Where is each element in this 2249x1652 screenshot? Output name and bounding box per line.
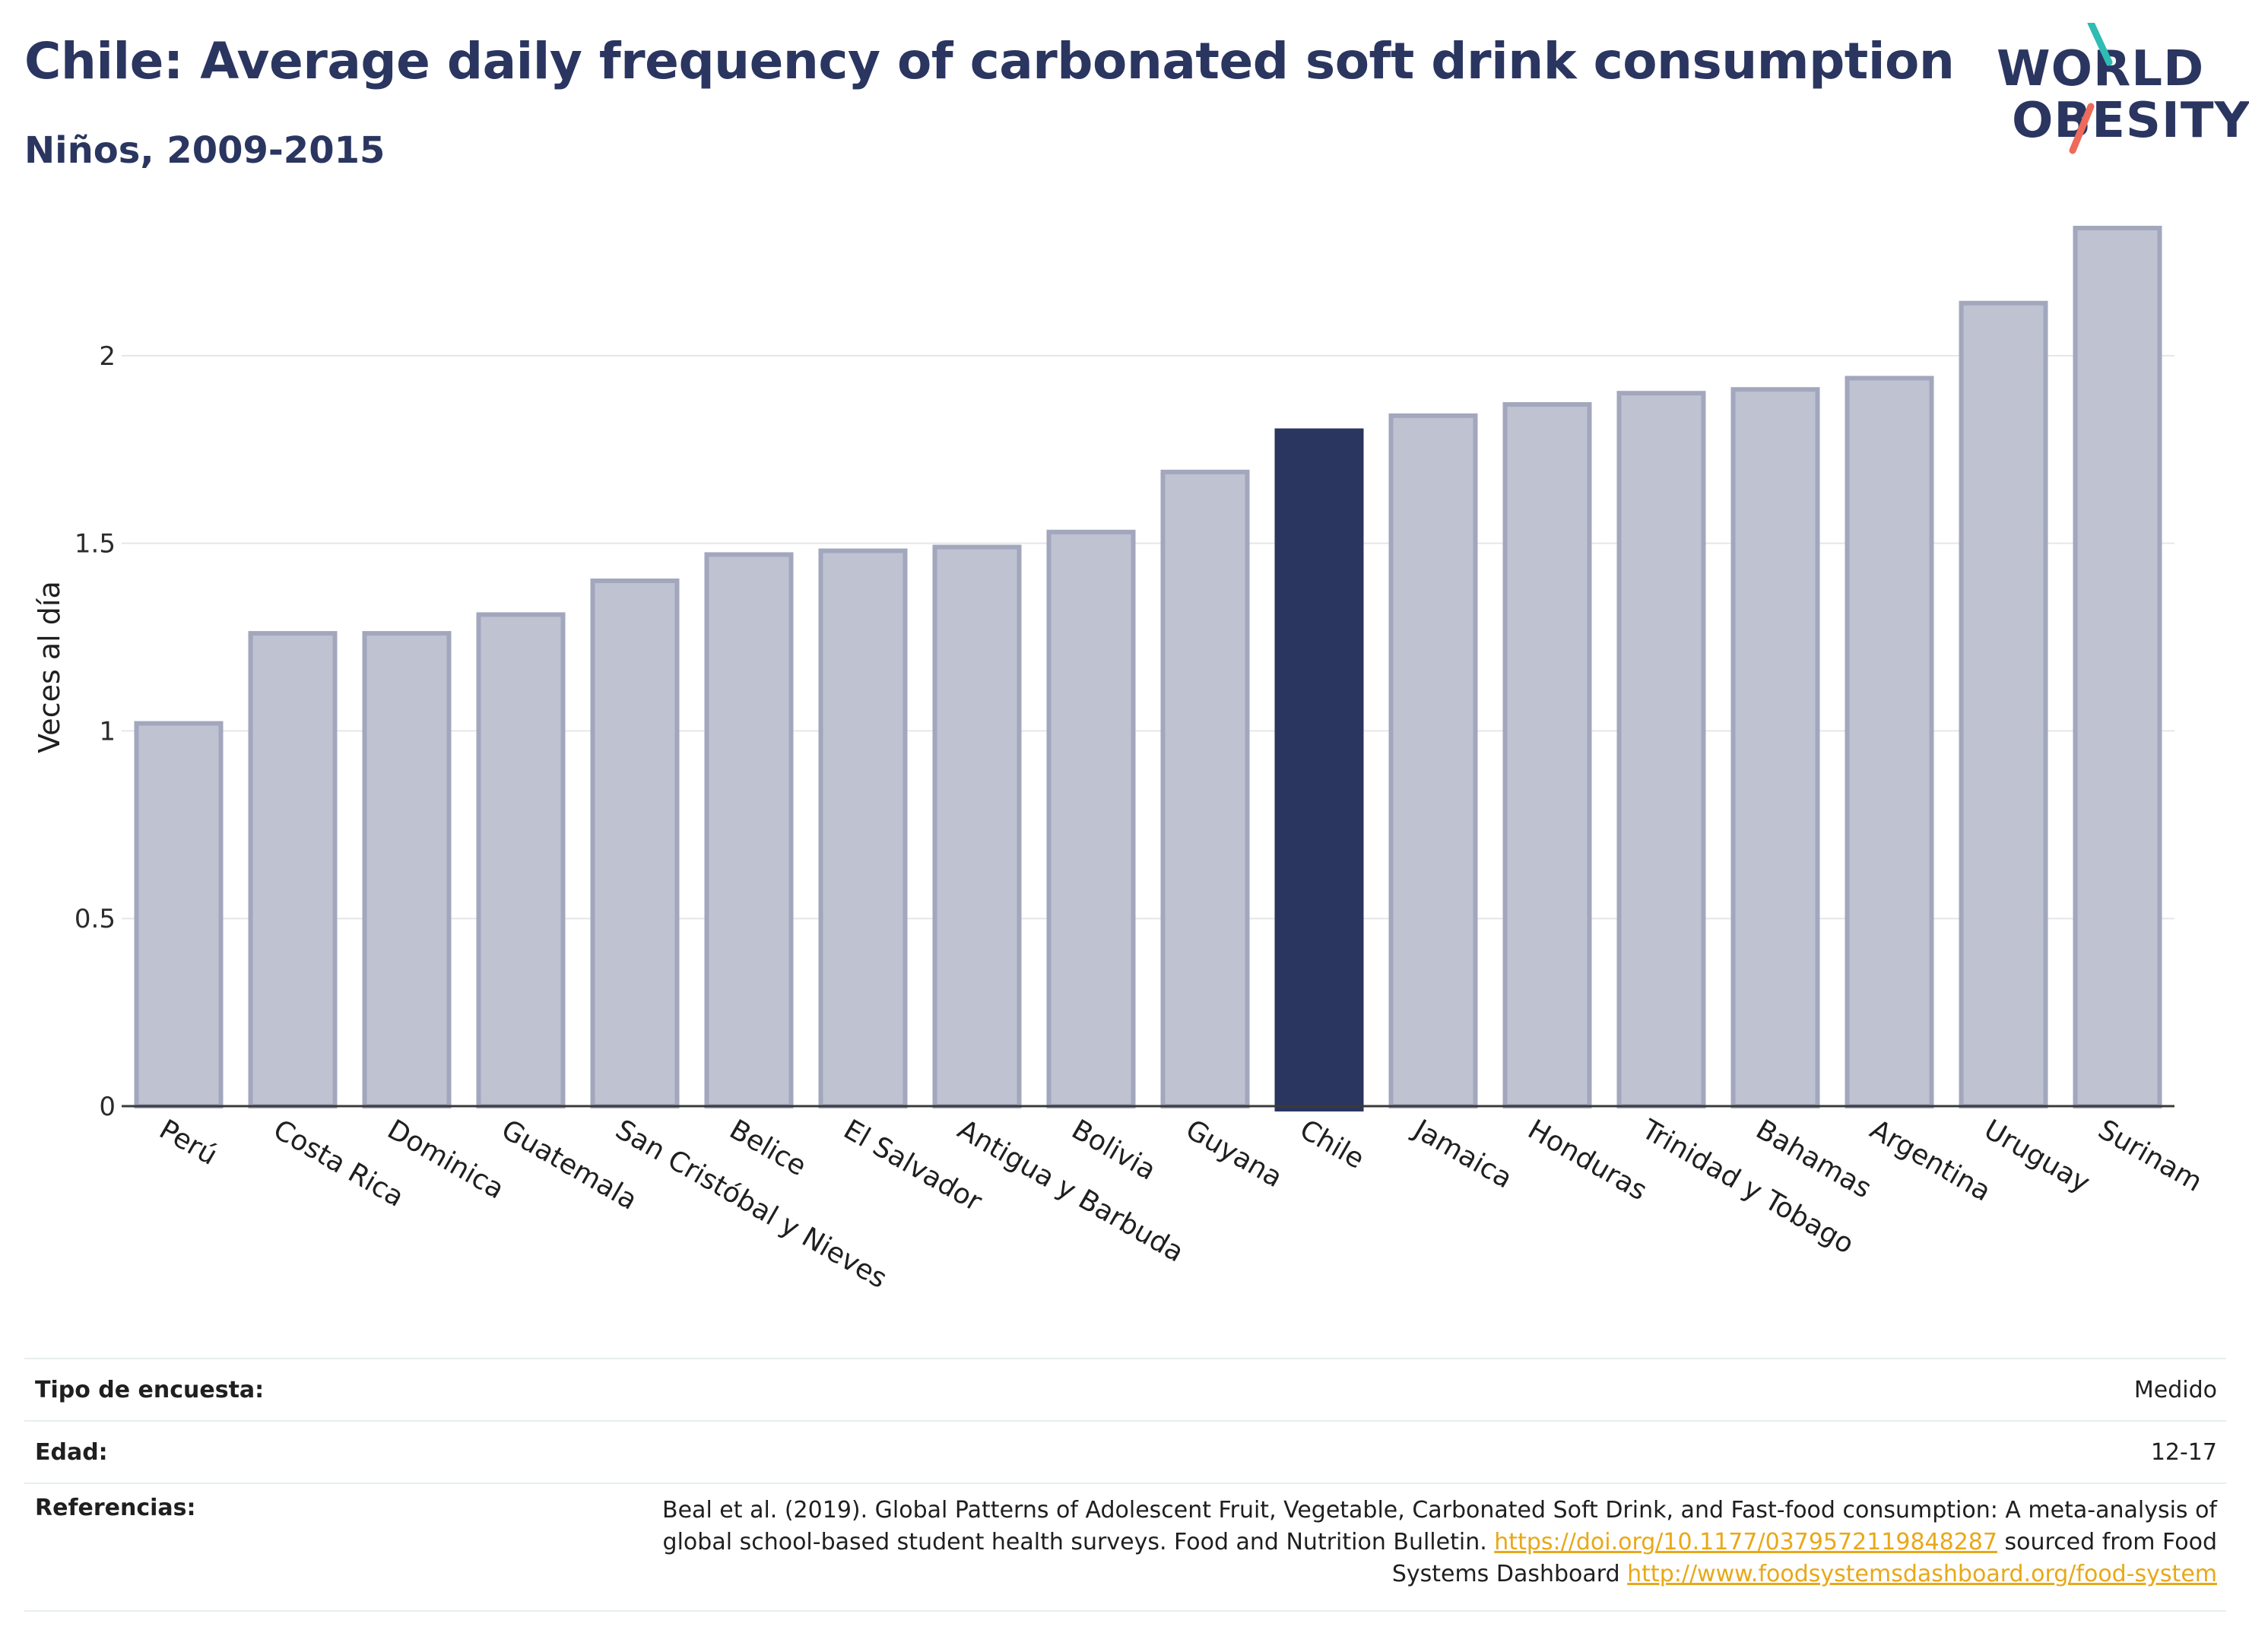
survey-type-row: Tipo de encuesta: Medido (24, 1358, 2226, 1420)
age-row: Edad: 12-17 (24, 1420, 2226, 1482)
survey-type-label: Tipo de encuesta: (35, 1376, 265, 1403)
bar-bahamas (1730, 387, 1820, 1108)
x-tick-label: Honduras (1523, 1114, 1652, 1206)
chart-subtitle: Niños, 2009-2015 (24, 129, 385, 172)
bar-guyana (1160, 469, 1250, 1109)
x-tick-label: Chile (1295, 1114, 1370, 1175)
references-text: Beal et al. (2019). Global Patterns of A… (605, 1495, 2226, 1590)
logo-slash-icon (2069, 23, 2113, 154)
y-axis-title: Veces al día (33, 581, 66, 753)
logo-line-2: OBESITY (2012, 93, 2249, 149)
bar-guatemala (476, 612, 566, 1108)
references-text-2: sourced from Food Systems Dashboard (1391, 1529, 2217, 1587)
bar-jamaica (1388, 413, 1478, 1108)
world-obesity-logo: WORLD OBESITY (1977, 23, 2249, 160)
x-tick-label: Jamaica (1407, 1113, 1518, 1194)
x-tick-label: Costa Rica (268, 1114, 409, 1213)
dashboard-link[interactable]: http://www.foodsystemsdashboard.org/food… (1627, 1561, 2217, 1587)
age-label: Edad: (35, 1438, 108, 1466)
y-tick-label: 0.5 (75, 904, 116, 934)
chart-title: Chile: Average daily frequency of carbon… (24, 32, 1955, 90)
bar-dominica (362, 631, 452, 1108)
info-table: Tipo de encuesta: Medido Edad: 12-17 Ref… (24, 1358, 2226, 1612)
bar-honduras (1502, 401, 1592, 1108)
x-tick-label: Surinam (2093, 1114, 2208, 1198)
bar-surinam (2073, 226, 2162, 1108)
bar-san-cristóbal-y-nieves (590, 578, 680, 1108)
bar-bolivia (1046, 529, 1136, 1108)
x-tick-label: Belice (725, 1114, 812, 1182)
x-tick-label: Uruguay (1979, 1114, 2095, 1199)
x-tick-label: Argentina (1865, 1114, 1997, 1207)
x-tick-label: Guyana (1181, 1114, 1288, 1194)
bar-costa-rica (248, 631, 338, 1108)
doi-link[interactable]: https://doi.org/10.1177/0379572119848287 (1494, 1529, 1997, 1555)
age-value: 12-17 (2150, 1438, 2217, 1466)
bar-trinidad-y-tobago (1616, 391, 1706, 1108)
bar-perú (134, 721, 224, 1108)
bar-argentina (1845, 376, 1934, 1108)
x-tick-label: Bolivia (1067, 1114, 1162, 1187)
references-row: Referencias: Beal et al. (2019). Global … (24, 1482, 2226, 1612)
y-tick-label: 0 (99, 1092, 116, 1122)
survey-type-value: Medido (2133, 1376, 2217, 1403)
references-text-1: Beal et al. (2019). Global Patterns of A… (662, 1497, 2217, 1555)
bar-belice (704, 552, 794, 1108)
grid-lines (122, 354, 2174, 920)
bar-antigua-y-barbuda (932, 544, 1022, 1108)
y-tick-label: 1 (99, 716, 116, 747)
y-tick-label: 2 (99, 341, 116, 372)
bar-el-salvador (818, 548, 908, 1108)
bar-chile (1274, 428, 1364, 1111)
bars (134, 226, 2162, 1111)
x-tick-label: Trinidad y Tobago (1636, 1114, 1859, 1260)
references-label: Referencias: (35, 1495, 196, 1521)
bar-uruguay (1959, 300, 2048, 1109)
y-tick-label: 1.5 (75, 529, 116, 560)
x-tick-label: Perú (154, 1114, 223, 1172)
